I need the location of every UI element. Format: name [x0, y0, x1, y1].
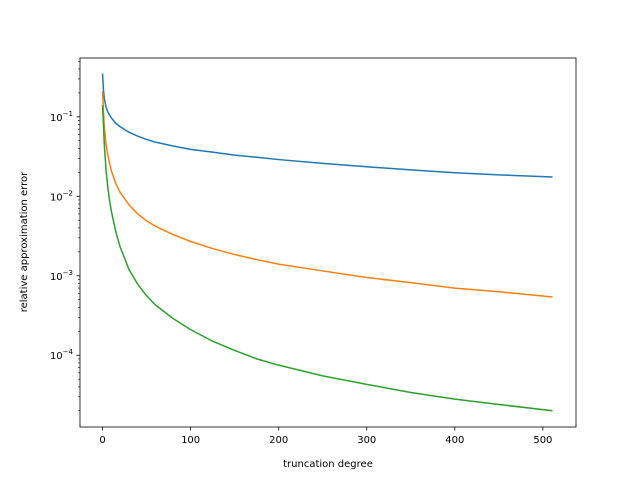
y-axis-label: relative approximation error: [19, 171, 30, 312]
series-line-1: [101, 73, 553, 178]
x-tick-label: 100: [181, 435, 200, 446]
axes: 0 100 200 300 400 500 10−1 10−2 10−3 10−4: [50, 57, 577, 446]
y-tick-label: 10−1: [50, 110, 73, 124]
x-axis-label: truncation degree: [283, 459, 373, 470]
x-tick-label: 0: [99, 435, 105, 446]
x-tick-label: 200: [269, 435, 288, 446]
y-tick-label: 10−2: [50, 189, 73, 203]
y-tick-label: 10−3: [50, 269, 73, 283]
x-tick-label: 300: [357, 435, 376, 446]
y-tick-label: 10−4: [50, 348, 74, 362]
x-tick-label: 500: [533, 435, 552, 446]
series-line-2: [101, 91, 553, 298]
x-tick-label: 400: [445, 435, 464, 446]
axes-frame: [79, 57, 577, 428]
plot-area: [101, 73, 553, 412]
series-line-3: [101, 105, 553, 412]
